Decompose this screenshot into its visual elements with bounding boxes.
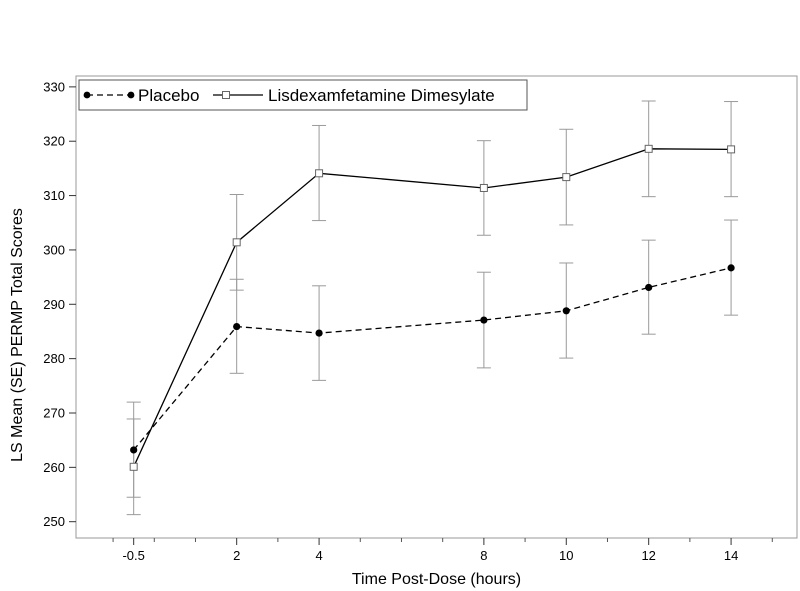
y-tick-label: 270 — [43, 405, 65, 420]
legend-ldx-marker — [222, 91, 230, 99]
legend-ldx-label: Lisdexamfetamine Dimesylate — [268, 86, 495, 105]
legend-placebo-marker — [83, 91, 91, 99]
x-tick-label: 12 — [641, 548, 655, 563]
x-axis-title: Time Post-Dose (hours) — [352, 571, 521, 588]
placebo-line — [133, 267, 732, 451]
series-markers — [129, 144, 736, 471]
placebo-point — [480, 316, 488, 324]
ldx-point — [644, 144, 653, 153]
legend-box — [78, 79, 528, 111]
placebo-point — [645, 283, 653, 292]
legend-placebo-label: Placebo — [138, 86, 199, 105]
x-tick-label: 14 — [724, 548, 738, 563]
y-tick-label: 260 — [43, 460, 65, 475]
x-tick-label: 4 — [315, 548, 322, 563]
error-bars — [126, 100, 739, 516]
ldx-line — [133, 148, 732, 468]
ldx-point — [562, 173, 571, 182]
axes: -0.5 2 4 8 10 12 14 250 260 270 280 290 300 310 320 330 — [43, 75, 798, 563]
x-tick-label: 8 — [480, 548, 487, 563]
x-tick-label: -0.5 — [122, 548, 144, 563]
y-tick-label: 300 — [43, 242, 65, 257]
legend-placebo-marker — [127, 91, 135, 99]
placebo-point — [233, 322, 241, 331]
ldx-point — [315, 169, 324, 178]
y-tick-label: 310 — [43, 188, 65, 203]
y-tick-label: 290 — [43, 297, 65, 312]
x-tick-label: 2 — [233, 548, 240, 563]
placebo-point — [562, 307, 570, 315]
ldx-point — [232, 238, 241, 247]
ldx-point — [479, 183, 488, 192]
ldx-point — [129, 462, 138, 471]
y-tick-label: 250 — [43, 514, 65, 529]
plot-frame — [75, 75, 798, 539]
y-tick-label: 320 — [43, 134, 65, 149]
y-tick-label: 330 — [43, 79, 65, 94]
placebo-point — [315, 329, 323, 337]
ldx-point — [727, 145, 736, 154]
legend: Placebo Lisdexamfetamine Dimesylate — [78, 79, 528, 111]
placebo-point — [727, 264, 735, 272]
series-lines — [133, 148, 732, 468]
y-tick-label: 280 — [43, 351, 65, 366]
placebo-point — [130, 446, 138, 454]
y-axis-title: LS Mean (SE) PERMP Total Scores — [9, 208, 26, 462]
x-tick-label: 10 — [559, 548, 573, 563]
